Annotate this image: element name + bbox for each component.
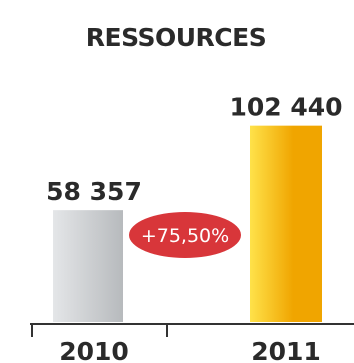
bar-2010 — [53, 210, 123, 322]
value-labels-group: 58 357 102 440 — [46, 93, 342, 206]
bars-group — [53, 125, 322, 322]
value-label-2011: 102 440 — [229, 93, 342, 122]
chart-title: RESSOURCES — [86, 23, 266, 52]
bar-2011 — [250, 125, 322, 322]
growth-badge-shape — [129, 212, 241, 258]
value-label-2010: 58 357 — [46, 177, 142, 206]
x-tick-label-2011: 2011 — [251, 337, 321, 363]
x-tick-labels-group: 2010 2011 — [59, 337, 321, 363]
x-axis — [30, 323, 354, 337]
growth-badge: +75,50% — [129, 212, 241, 258]
growth-label: +75,50% — [141, 225, 229, 247]
x-tick-label-2010: 2010 — [59, 337, 129, 363]
